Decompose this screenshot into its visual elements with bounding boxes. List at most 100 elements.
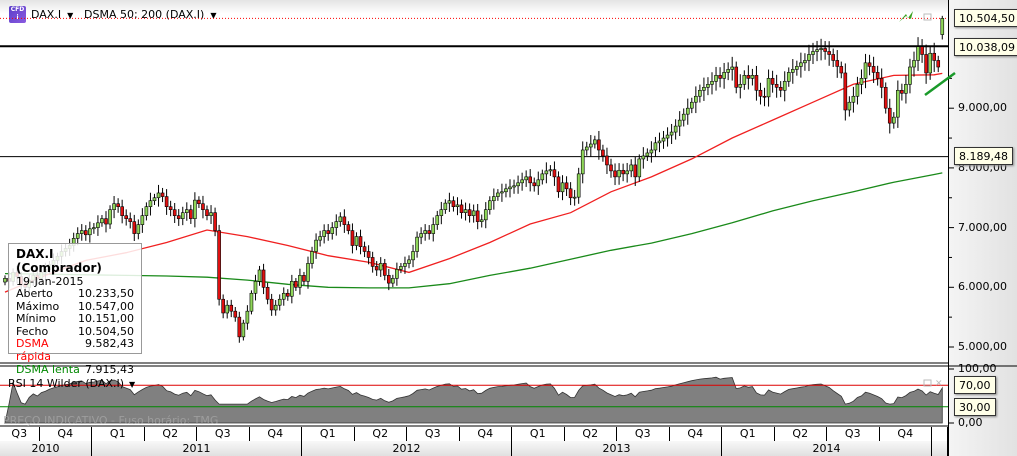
quarter-label: Q3 bbox=[0, 427, 40, 441]
candle-body bbox=[891, 116, 896, 124]
rsi-maximize-icon bbox=[923, 379, 932, 387]
sma-slow-value: 7.915,43 bbox=[85, 362, 134, 376]
candle-body bbox=[605, 155, 609, 166]
candle-body bbox=[366, 251, 371, 258]
candle-body bbox=[496, 192, 500, 197]
candle-body bbox=[411, 251, 415, 261]
candle-body bbox=[730, 66, 735, 70]
rsi-indicator-selector[interactable]: RSI 14 Wilder (DAX.I) ▼ bbox=[8, 377, 135, 390]
close-label: Fecho bbox=[16, 324, 49, 338]
candle-body bbox=[128, 218, 133, 222]
candle-body bbox=[637, 158, 642, 178]
year-label bbox=[932, 441, 948, 456]
quarter-label: Q4 bbox=[249, 427, 302, 441]
candle-body bbox=[689, 101, 694, 109]
candle-body bbox=[374, 266, 379, 271]
candle-body bbox=[407, 259, 411, 264]
candle-body bbox=[564, 182, 569, 190]
candle-body bbox=[754, 75, 759, 91]
candle-body bbox=[399, 266, 403, 270]
rsi-close-icon: ✕ bbox=[935, 379, 943, 389]
candle-body bbox=[290, 281, 294, 297]
quarter-label: Q3 bbox=[827, 427, 880, 441]
time-axis[interactable]: Q3 Q4 Q1 Q2 Q3 Q4 Q1 Q2 Q3 Q4 Q1 Q2 Q3 Q4 Q1 Q2 Q3 Q4 2010… bbox=[0, 427, 948, 456]
candle-body bbox=[483, 209, 488, 221]
candle-body bbox=[100, 218, 104, 224]
candle-body bbox=[572, 196, 577, 199]
candle-body bbox=[221, 298, 225, 314]
candle-body bbox=[556, 176, 561, 193]
candle-body bbox=[746, 75, 751, 79]
candle-body bbox=[79, 230, 84, 234]
candle-body bbox=[649, 149, 654, 154]
candle-body bbox=[512, 185, 516, 188]
candle-body bbox=[298, 275, 302, 288]
candle-body bbox=[665, 134, 670, 139]
candle-body bbox=[395, 269, 399, 279]
candle-body bbox=[681, 113, 686, 121]
low-label: Mínimo bbox=[16, 312, 57, 326]
candle-body bbox=[827, 51, 831, 55]
candle-body bbox=[156, 192, 161, 199]
candle-body bbox=[871, 66, 876, 73]
price-axis-label: 9.000,00 bbox=[958, 101, 1007, 115]
candle-body bbox=[883, 87, 888, 109]
candle-body bbox=[920, 46, 924, 55]
candle-body bbox=[896, 89, 900, 118]
candle-body bbox=[795, 66, 799, 70]
candle-body bbox=[617, 169, 621, 178]
candle-body bbox=[758, 89, 763, 97]
quarter-label bbox=[932, 427, 948, 441]
candle-body bbox=[613, 170, 617, 178]
close-value: 10.504,50 bbox=[78, 324, 134, 338]
candle-body bbox=[168, 206, 173, 210]
candle-body bbox=[633, 164, 638, 178]
year-label: 2014 bbox=[722, 441, 932, 456]
candle-body bbox=[415, 236, 419, 252]
candle-body bbox=[459, 204, 464, 213]
instrument-selector[interactable]: DAX.I ▼ bbox=[31, 8, 73, 21]
candle-body bbox=[435, 215, 440, 225]
candle-body bbox=[912, 60, 916, 68]
candle-body bbox=[354, 236, 359, 246]
candle-body bbox=[811, 51, 815, 55]
candle-body bbox=[160, 192, 165, 197]
candle-body bbox=[112, 203, 116, 210]
candle-body bbox=[233, 310, 238, 318]
candle-body bbox=[875, 72, 880, 79]
candle-body bbox=[766, 78, 771, 98]
candle-body bbox=[152, 197, 157, 202]
candle-body bbox=[508, 186, 512, 190]
candle-body bbox=[443, 202, 448, 210]
quarter-label: Q1 bbox=[92, 427, 145, 441]
candle-body bbox=[609, 164, 613, 172]
candle-body bbox=[96, 222, 100, 228]
candle-body bbox=[403, 263, 407, 267]
indicator-selector[interactable]: DSMA 50; 200 (DAX.I) ▼ bbox=[84, 8, 216, 21]
candle-body bbox=[294, 281, 298, 288]
low-value: 10.151,00 bbox=[78, 312, 134, 326]
candle-body bbox=[576, 173, 581, 198]
quarter-label: Q1 bbox=[512, 427, 565, 441]
dropdown-arrow-icon: ▼ bbox=[210, 11, 217, 20]
candle-body bbox=[904, 84, 908, 94]
sma-fast-value: 9.582,43 bbox=[85, 337, 134, 351]
candle-body bbox=[560, 182, 565, 193]
year-label: 2013 bbox=[512, 441, 722, 456]
candle-body bbox=[84, 230, 88, 236]
candle-body bbox=[887, 107, 892, 124]
candle-body bbox=[342, 216, 347, 225]
rsi-30-tag: 30,00 bbox=[954, 398, 996, 416]
tooltip-row-sma-slow: DSMA lenta 7.915,43 bbox=[16, 362, 134, 377]
candle-body bbox=[685, 107, 690, 115]
candle-body bbox=[936, 60, 941, 68]
candle-body bbox=[661, 137, 666, 142]
candle-body bbox=[738, 84, 743, 88]
quarter-label: Q3 bbox=[197, 427, 250, 441]
candle-body bbox=[580, 149, 585, 175]
quarter-label: Q4 bbox=[39, 427, 92, 441]
candle-body bbox=[799, 62, 803, 67]
quarter-label: Q2 bbox=[564, 427, 617, 441]
candle-body bbox=[516, 182, 520, 187]
